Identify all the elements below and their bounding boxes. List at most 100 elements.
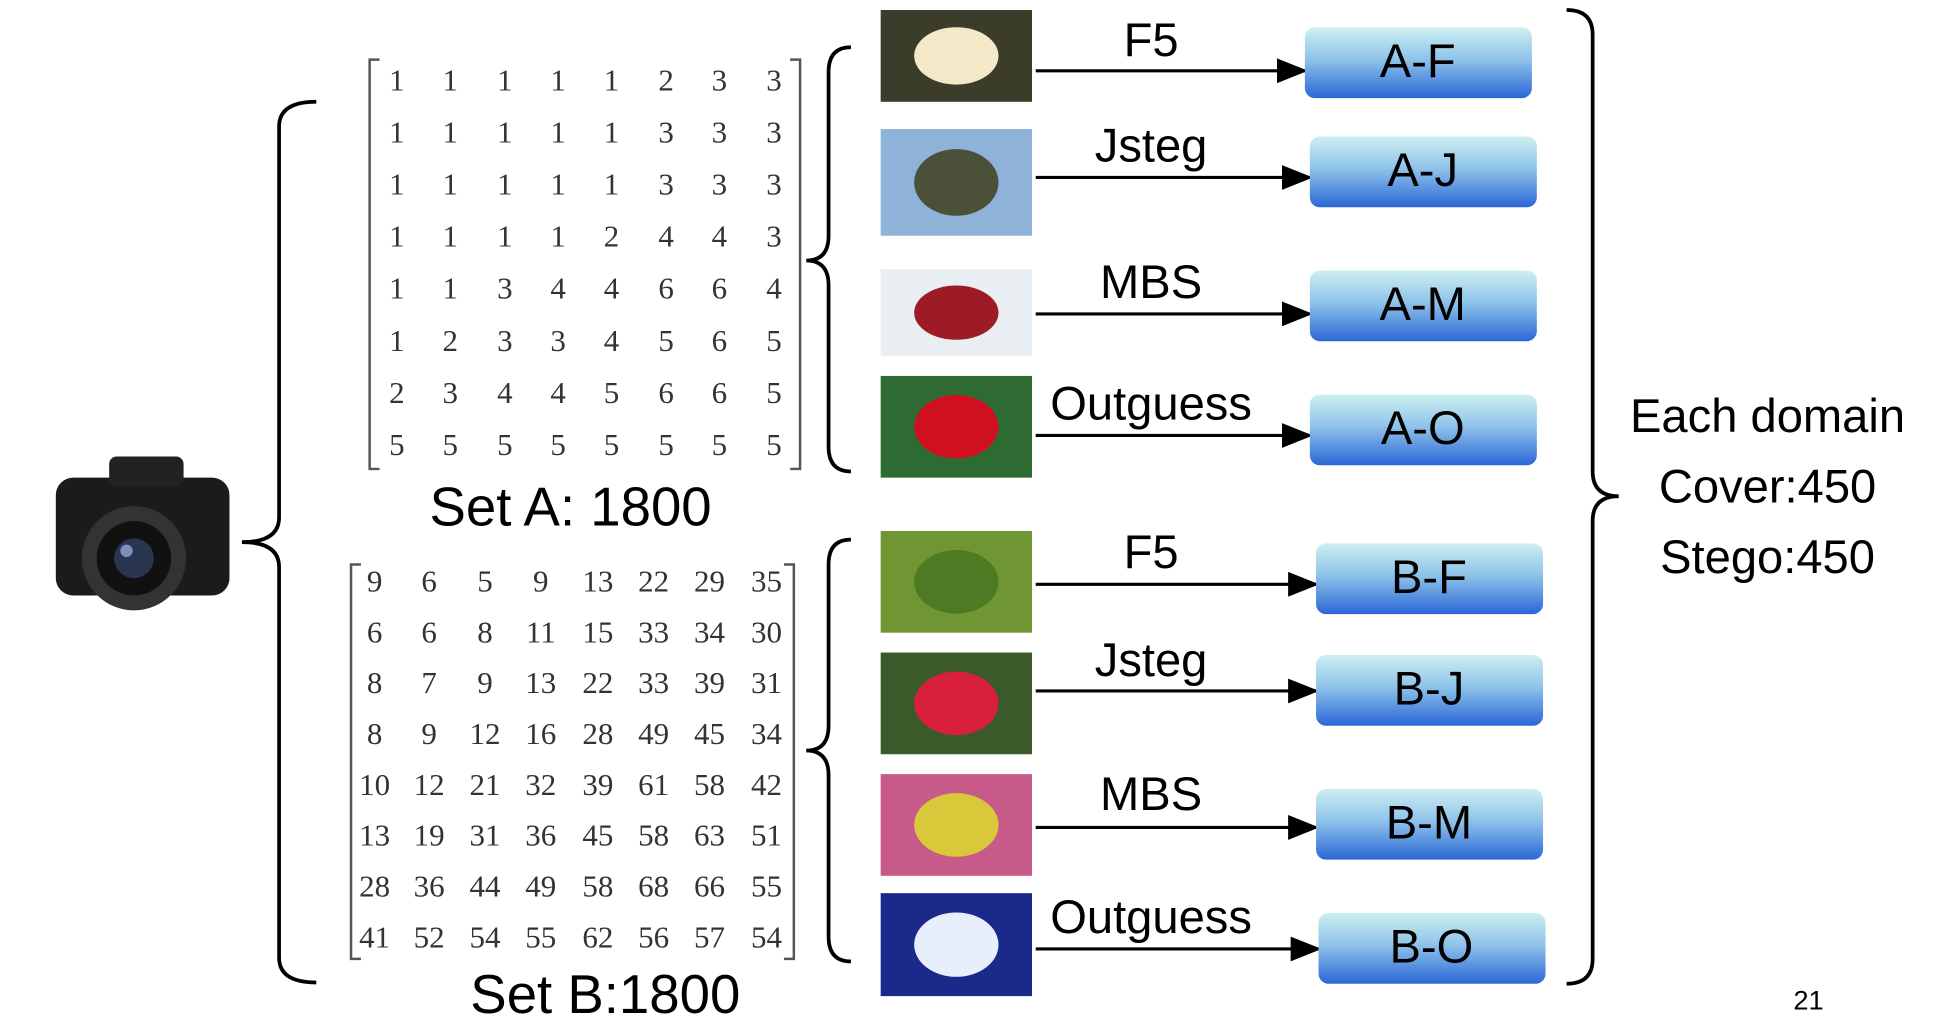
matrix-cell: 9 [367, 563, 383, 598]
summary-line: Stego:450 [1660, 530, 1875, 583]
matrix-cell: 1 [443, 62, 459, 97]
matrix-cell: 5 [658, 323, 674, 358]
matrix-cell: 21 [469, 767, 500, 802]
matrix-cell: 49 [525, 869, 556, 904]
matrix-cell: 13 [582, 563, 613, 598]
photo [881, 269, 1032, 356]
matrix-cell: 5 [497, 427, 513, 462]
matrix-cell: 1 [550, 166, 566, 201]
matrix-cell: 5 [477, 563, 493, 598]
photo [881, 10, 1032, 102]
matrix-cell: 6 [367, 614, 383, 649]
matrix-bracket [790, 60, 800, 469]
photo-subject [914, 27, 998, 84]
matrix-cell: 12 [469, 716, 500, 751]
matrix-cell: 58 [694, 767, 725, 802]
matrix-cell: 15 [582, 614, 613, 649]
matrix-cell: 6 [658, 271, 674, 306]
matrix-bracket [784, 564, 794, 958]
photo [881, 129, 1032, 236]
matrix-cell: 45 [694, 716, 725, 751]
matrix-cell: 33 [638, 614, 669, 649]
output-label: A-O [1381, 401, 1465, 454]
matrix-cell: 5 [604, 427, 620, 462]
matrix-cell: 35 [751, 563, 782, 598]
matrix-cell: 3 [550, 323, 566, 358]
matrix-cell: 1 [389, 219, 405, 254]
camera [56, 457, 230, 611]
matrix-cell: 32 [525, 767, 556, 802]
matrix-cell: 51 [751, 818, 782, 853]
matrix-cell: 10 [359, 767, 390, 802]
method-label: Jsteg [1095, 633, 1208, 686]
matrix-cell: 1 [389, 62, 405, 97]
matrix-cell: 34 [751, 716, 782, 751]
matrix-cell: 6 [712, 271, 727, 306]
output-label: B-M [1386, 796, 1472, 849]
matrix-cell: 66 [694, 869, 725, 904]
matrix-cell: 1 [604, 166, 620, 201]
matrix-cell: 58 [582, 869, 613, 904]
matrix-cell: 11 [526, 614, 556, 649]
page-number: 21 [1793, 985, 1823, 1016]
photo [881, 893, 1032, 996]
set-label: Set A: 1800 [430, 477, 712, 538]
matrix-cell: 3 [443, 375, 459, 410]
matrix-cell: 9 [533, 563, 549, 598]
matrix-cell: 4 [712, 219, 728, 254]
matrix-cell: 8 [477, 614, 493, 649]
matrix-cell: 12 [414, 767, 445, 802]
photo-subject [914, 672, 998, 736]
matrix-cell: 1 [443, 271, 459, 306]
matrix-cell: 1 [497, 62, 513, 97]
matrix-cell: 61 [638, 767, 669, 802]
matrix-cell: 22 [638, 563, 669, 598]
photo [881, 531, 1032, 633]
matrix-bracket [370, 60, 380, 469]
matrix-cell: 49 [638, 716, 669, 751]
photo [881, 376, 1032, 478]
matrix-cell: 1 [550, 114, 566, 149]
matrix-cell: 4 [604, 323, 620, 358]
matrix-cell: 1 [550, 62, 566, 97]
photo-subject [914, 149, 998, 216]
matrix-cell: 31 [469, 818, 500, 853]
matrix-cell: 1 [497, 114, 513, 149]
brace [806, 47, 851, 471]
matrix-cell: 2 [604, 219, 620, 254]
photo-subject [914, 912, 998, 976]
matrix-cell: 1 [389, 271, 405, 306]
matrix-cell: 1 [443, 166, 459, 201]
matrix-cell: 3 [766, 114, 782, 149]
matrix-cell: 3 [766, 62, 782, 97]
matrix-cell: 4 [658, 219, 674, 254]
matrix-cell: 5 [766, 375, 782, 410]
brace [1567, 10, 1619, 984]
matrix-cell: 30 [751, 614, 782, 649]
output-label: A-M [1380, 277, 1466, 330]
matrix-cell: 33 [638, 665, 669, 700]
matrix-cell: 1 [389, 114, 405, 149]
matrix-cell: 62 [582, 919, 613, 954]
matrix-cell: 1 [497, 219, 513, 254]
matrix-cell: 2 [389, 375, 405, 410]
photo [881, 653, 1032, 755]
matrix-cell: 28 [359, 869, 390, 904]
summary-line: Cover:450 [1659, 459, 1876, 512]
matrix-cell: 28 [582, 716, 613, 751]
matrix-cell: 1 [389, 323, 405, 358]
matrix-cell: 39 [694, 665, 725, 700]
photo-subject [914, 395, 998, 459]
output-label: A-F [1380, 34, 1456, 87]
matrix-cell: 58 [638, 818, 669, 853]
photo-subject [914, 793, 998, 857]
method-label: F5 [1124, 13, 1179, 66]
matrix-cell: 9 [477, 665, 493, 700]
photo-subject [914, 286, 998, 340]
matrix-cell: 1 [604, 114, 620, 149]
output-label: B-F [1391, 550, 1467, 603]
matrix-cell: 3 [712, 166, 727, 201]
matrix-cell: 6 [712, 375, 727, 410]
matrix-cell: 1 [550, 219, 566, 254]
summary-line: Each domain [1630, 389, 1905, 442]
